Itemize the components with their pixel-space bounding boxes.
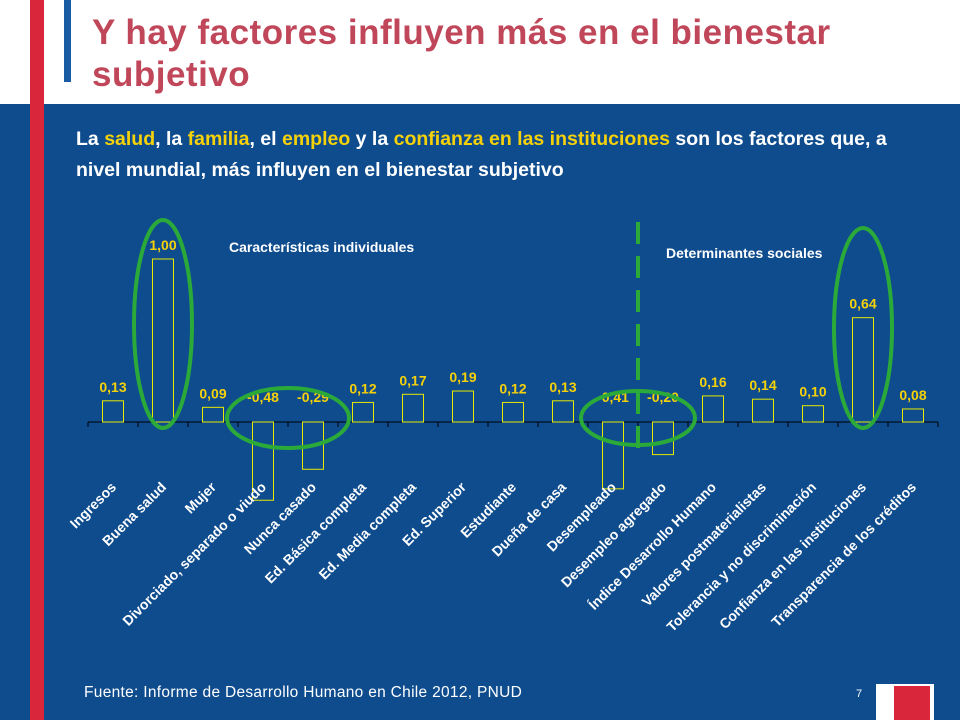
data-label-estudiante: 0,12: [499, 380, 526, 396]
bar-indice-desarrollo-humano: [702, 395, 724, 423]
data-label-indice-desarrollo-humano: 0,16: [699, 374, 726, 390]
bar-duena-de-casa: [552, 400, 574, 423]
highlight-salud: salud: [104, 128, 156, 150]
highlight-ellipse-confianza: [832, 226, 894, 430]
bar-confianza-en-las-instituciones: [852, 317, 874, 423]
highlight-ellipse-buena-salud: [132, 218, 194, 430]
bar-transparencia-de-los-creditos: [902, 408, 924, 423]
highlight-familia: familia: [187, 128, 250, 150]
category-label-ed-media-completa: Ed. Media completa: [315, 479, 419, 583]
data-label-ingresos: 0,13: [99, 379, 126, 395]
highlight-ellipse-estado-civil: [225, 386, 351, 450]
data-label-confianza-en-las-instituciones: 0,64: [849, 296, 876, 312]
category-label-ingresos: Ingresos: [67, 479, 120, 532]
data-label-duena-de-casa: 0,13: [549, 379, 576, 395]
bar-tolerancia-y-no-discriminacion: [802, 405, 824, 423]
bar-divorciado-separado-o-viudo: [252, 421, 274, 501]
bar-ed-basica-completa: [352, 401, 374, 423]
red-accent-bar: [30, 0, 44, 720]
bar-mujer: [202, 406, 224, 423]
data-label-ed-basica-completa: 0,12: [349, 380, 376, 396]
data-label-buena-salud: 1,00: [149, 237, 176, 253]
data-label-transparencia-de-los-creditos: 0,08: [899, 387, 926, 403]
footer-logo-red-square: [894, 686, 930, 720]
slide-title: Y hay factores influyen más en el bienes…: [92, 13, 831, 94]
data-label-ed-superior: 0,19: [449, 369, 476, 385]
bar-valores-postmaterialistas: [752, 398, 774, 423]
group-label-individuales: Características individuales: [229, 239, 414, 255]
page-number: 7: [856, 688, 863, 700]
source-note: Fuente: Informe de Desarrollo Humano en …: [84, 684, 523, 701]
category-label-mujer: Mujer: [181, 478, 219, 516]
blue-accent-bar: [64, 0, 71, 82]
bar-ed-media-completa: [402, 393, 424, 423]
data-label-ed-media-completa: 0,17: [399, 372, 426, 388]
highlight-ellipse-desempleo: [579, 389, 697, 447]
bar-estudiante: [502, 401, 524, 423]
bar-ingresos: [102, 400, 124, 423]
bar-desempleado: [602, 421, 624, 490]
highlight-empleo: empleo: [281, 128, 351, 150]
title-bar: [0, 0, 960, 104]
data-label-mujer: 0,09: [199, 385, 226, 401]
slide-subtitle: La salud, la familia, el empleo y la con…: [76, 128, 887, 181]
data-label-valores-postmaterialistas: 0,14: [749, 377, 776, 393]
highlight-confianza: confianza en las instituciones: [393, 128, 670, 150]
bar-buena-salud: [152, 258, 174, 423]
group-label-sociales: Determinantes sociales: [666, 245, 823, 261]
footer-logo: [876, 684, 934, 720]
bar-ed-superior: [452, 390, 474, 423]
data-label-tolerancia-y-no-discriminacion: 0,10: [799, 384, 826, 400]
